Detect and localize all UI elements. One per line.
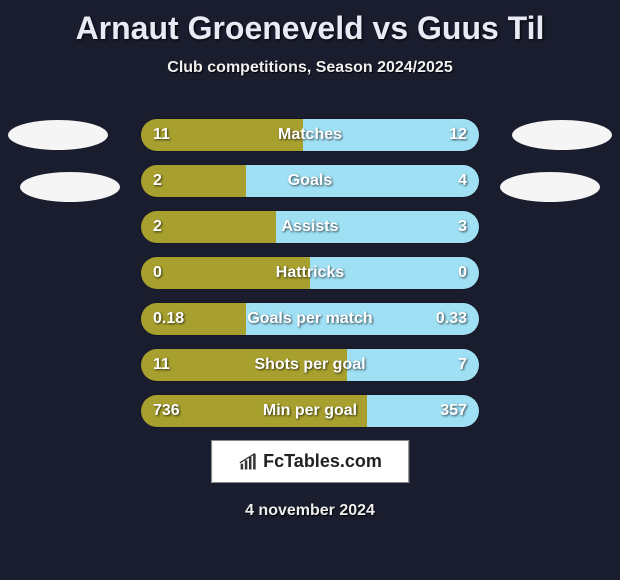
stat-label: Goals [288, 172, 332, 190]
stat-label: Assists [282, 218, 339, 236]
stat-label: Shots per goal [254, 356, 365, 374]
stat-row: 0 0 Hattricks [140, 256, 480, 290]
date-label: 4 november 2024 [245, 502, 375, 520]
stat-value-left: 0 [153, 264, 162, 282]
stat-value-left: 2 [153, 172, 162, 190]
stat-value-left: 11 [153, 126, 170, 144]
stat-value-right: 0 [458, 264, 467, 282]
stat-label: Goals per match [247, 310, 372, 328]
stat-value-right: 12 [449, 126, 467, 144]
stat-row: 736 357 Min per goal [140, 394, 480, 428]
stat-value-right: 3 [458, 218, 467, 236]
stat-value-left: 11 [153, 356, 170, 374]
watermark-text: FcTables.com [263, 451, 382, 472]
stat-value-right: 0.33 [436, 310, 467, 328]
stat-value-left: 2 [153, 218, 162, 236]
stat-value-right: 7 [458, 356, 467, 374]
comparison-bars: 11 12 Matches 2 4 Goals 2 3 Assists 0 0 Hattricks 0.… [140, 118, 480, 440]
chart-icon [238, 452, 258, 472]
stat-row: 2 3 Assists [140, 210, 480, 244]
player1-team-placeholder [20, 172, 120, 202]
stat-value-right: 357 [440, 402, 467, 420]
stat-row: 2 4 Goals [140, 164, 480, 198]
stat-label: Matches [278, 126, 342, 144]
stat-label: Hattricks [276, 264, 344, 282]
stat-label: Min per goal [263, 402, 357, 420]
stat-row: 11 7 Shots per goal [140, 348, 480, 382]
player2-team-placeholder [500, 172, 600, 202]
stat-bar-right [246, 165, 479, 197]
stat-row: 0.18 0.33 Goals per match [140, 302, 480, 336]
player2-avatar-placeholder [512, 120, 612, 150]
player1-avatar-placeholder [8, 120, 108, 150]
page-title: Arnaut Groeneveld vs Guus Til [0, 0, 620, 47]
stat-value-left: 0.18 [153, 310, 184, 328]
watermark: FcTables.com [211, 440, 409, 483]
stat-row: 11 12 Matches [140, 118, 480, 152]
stat-value-right: 4 [458, 172, 467, 190]
subtitle: Club competitions, Season 2024/2025 [0, 59, 620, 77]
stat-value-left: 736 [153, 402, 180, 420]
